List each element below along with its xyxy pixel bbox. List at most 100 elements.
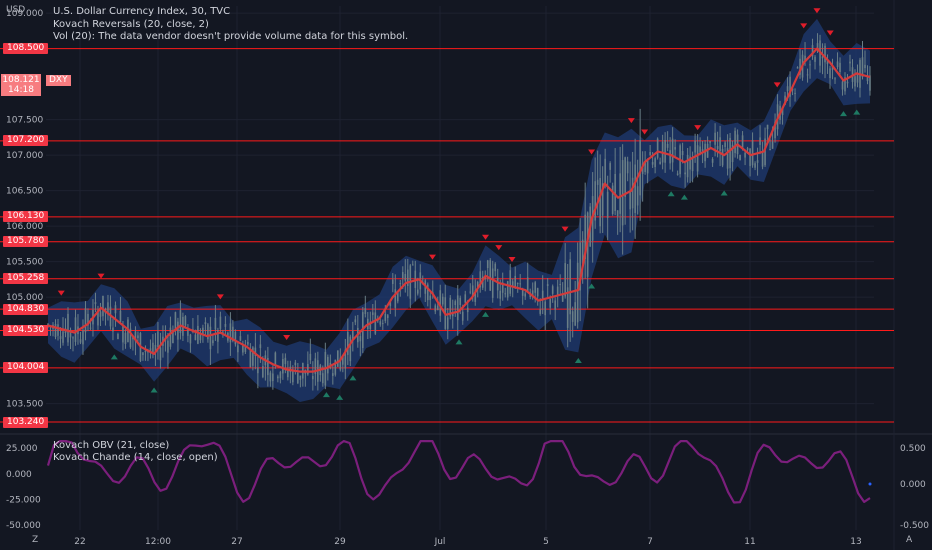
candle-body xyxy=(794,92,796,94)
candle-body xyxy=(644,161,646,172)
candle-body xyxy=(279,372,282,379)
candle-body xyxy=(761,152,764,167)
candle-body xyxy=(654,158,656,168)
candle-body xyxy=(67,313,69,343)
indicator-legend-volume[interactable]: Vol (20): The data vendor doesn't provid… xyxy=(53,31,409,42)
candle-body xyxy=(511,281,514,288)
candle-body xyxy=(312,375,314,380)
candle-body xyxy=(631,177,634,209)
candle-body xyxy=(391,279,394,284)
candle-body xyxy=(756,160,759,163)
auto-scale-button[interactable]: A xyxy=(906,535,913,545)
candle-body xyxy=(491,268,494,298)
candle-body xyxy=(861,57,864,77)
candle-body xyxy=(47,324,49,326)
symbol-legend[interactable]: U.S. Dollar Currency Index, 30, TVC xyxy=(53,6,231,17)
candle-body xyxy=(154,344,157,353)
candle-body xyxy=(459,297,462,305)
y-tick-label: 105.500 xyxy=(6,258,43,268)
reversal-up-marker xyxy=(574,358,582,364)
candle-body xyxy=(674,147,676,150)
candle-body xyxy=(114,305,117,314)
candle-body xyxy=(97,309,99,326)
candle-body xyxy=(841,81,844,90)
candle-body xyxy=(846,81,849,84)
candle-body xyxy=(117,333,119,339)
candle-body xyxy=(274,352,277,365)
candle-body xyxy=(479,271,482,288)
reversal-down-marker xyxy=(800,23,808,29)
candle-body xyxy=(789,76,791,97)
chande-legend[interactable]: Kovach Chande (14, close, open) xyxy=(53,452,218,463)
candle-body xyxy=(137,335,139,339)
candle-body xyxy=(826,60,829,65)
candle-body xyxy=(376,320,379,322)
candle-body xyxy=(234,331,237,345)
candle-body xyxy=(224,324,227,327)
candle-body xyxy=(689,156,691,170)
candle-body xyxy=(699,146,701,153)
y-tick-label: 106.500 xyxy=(6,187,43,197)
candle-body xyxy=(629,190,631,210)
candle-body xyxy=(606,191,609,218)
candle-body xyxy=(416,289,419,294)
candle-body xyxy=(54,323,57,337)
candle-body xyxy=(759,137,761,145)
level-tag: 105.258 xyxy=(3,273,49,285)
candle-body xyxy=(829,68,831,79)
candle-body xyxy=(209,326,212,350)
candle-body xyxy=(187,329,189,336)
zoom-corner-icon[interactable]: Z xyxy=(32,535,39,545)
candle-body xyxy=(556,286,559,297)
candle-body xyxy=(519,283,522,285)
candle-body xyxy=(449,297,452,317)
level-tag: 108.500 xyxy=(3,43,49,55)
candle-body xyxy=(257,367,259,374)
candle-body xyxy=(269,372,272,382)
candle-body xyxy=(541,290,544,300)
candle-body xyxy=(456,295,459,321)
candle-body xyxy=(214,317,217,330)
candle-body xyxy=(554,300,556,310)
candle-body xyxy=(566,287,569,328)
candle-body xyxy=(401,272,404,279)
symbol-tag: DXY xyxy=(46,75,71,86)
x-tick-label: 22 xyxy=(74,537,85,547)
y-tick-label: 105.000 xyxy=(6,293,43,303)
candle-body xyxy=(866,75,869,82)
candle-body xyxy=(267,357,269,376)
indicator-legend-reversals[interactable]: Kovach Reversals (20, close, 2) xyxy=(53,19,209,30)
candle-body xyxy=(352,330,354,340)
candle-body xyxy=(499,290,502,299)
candle-body xyxy=(746,148,749,150)
reversal-down-marker xyxy=(482,234,490,240)
candle-body xyxy=(436,305,439,311)
obv-legend[interactable]: Kovach OBV (21, close) xyxy=(53,440,170,451)
candle-body xyxy=(516,282,519,284)
candle-body xyxy=(157,331,159,348)
candle-body xyxy=(134,331,137,342)
candle-body xyxy=(619,173,621,214)
candle-body xyxy=(864,64,866,69)
candle-body xyxy=(287,370,289,378)
candle-body xyxy=(809,64,811,66)
candle-body xyxy=(144,350,147,353)
candle-body xyxy=(249,350,252,368)
candle-body xyxy=(716,146,719,149)
candle-body xyxy=(856,72,859,83)
candle-body xyxy=(322,373,324,384)
candle-body xyxy=(734,130,736,154)
candle-body xyxy=(844,77,846,92)
osc-right-tick-label: -0.500 xyxy=(900,521,929,531)
kovach-band-area xyxy=(48,18,870,403)
candle-body xyxy=(676,173,679,175)
candle-body xyxy=(229,323,232,343)
osc-right-tick-label: 0.000 xyxy=(900,480,926,490)
candle-body xyxy=(337,350,339,367)
candle-body xyxy=(394,289,397,308)
candle-body xyxy=(299,375,302,380)
candle-body xyxy=(349,336,352,362)
candle-body xyxy=(534,282,537,293)
